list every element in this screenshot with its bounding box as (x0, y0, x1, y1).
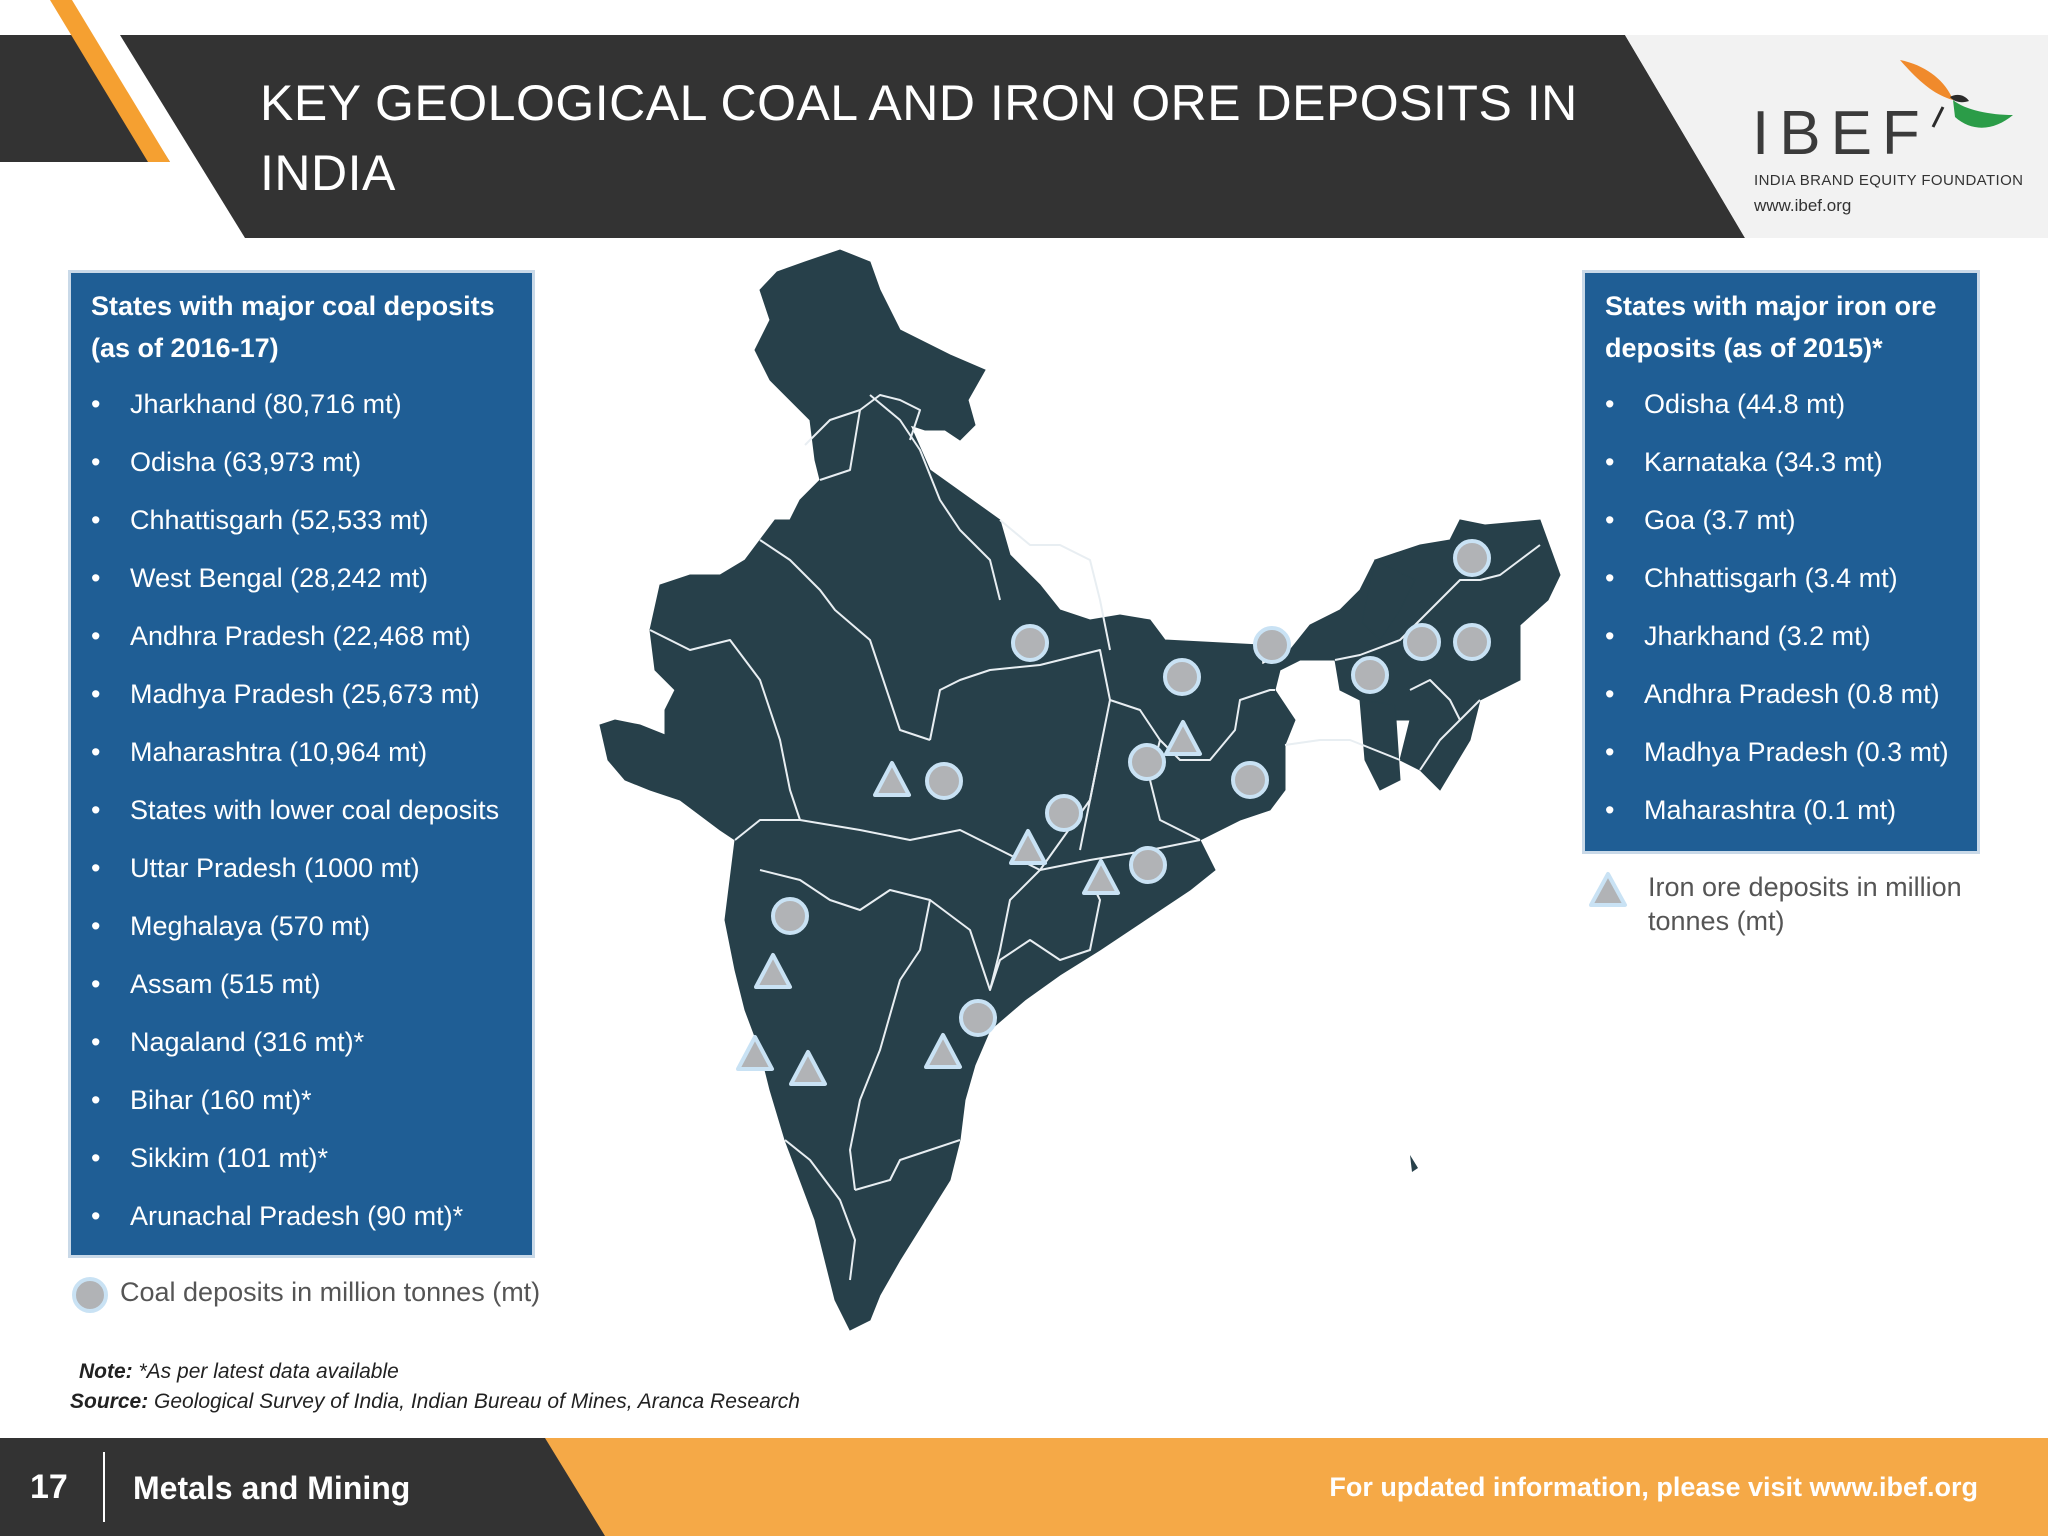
bullet: • (91, 1085, 101, 1115)
logo-subtitle: INDIA BRAND EQUITY FOUNDATION (1754, 172, 2024, 189)
bullet: • (91, 1027, 101, 1057)
bullet: • (91, 621, 101, 651)
bullet: • (91, 679, 101, 709)
list-item: • West Bengal (28,242 mt) (91, 549, 499, 607)
list-item: • Uttar Pradesh (1000 mt) (91, 839, 499, 897)
coal-marker-icon (72, 1277, 108, 1313)
bullet: • (91, 1201, 101, 1231)
bullet: • (1605, 679, 1615, 709)
coal-deposits-panel: States with major coal deposits (as of 2… (68, 270, 535, 1258)
iron-legend-label: Iron ore deposits in million tonnes (mt) (1648, 872, 1962, 936)
bullet: • (1605, 795, 1615, 825)
list-item: • Andhra Pradesh (22,468 mt) (91, 607, 499, 665)
list-item: • Assam (515 mt) (91, 955, 499, 1013)
bullet: • (1605, 505, 1615, 535)
list-item: • Odisha (44.8 mt) (1605, 375, 1949, 433)
bullet: • (91, 795, 101, 825)
coal-list: • Jharkhand (80,716 mt) • Odisha (63,973 m… (91, 375, 499, 1245)
coal-panel-heading: States with major coal deposits (as of 2… (91, 291, 495, 363)
bullet: • (1605, 447, 1615, 477)
list-item: • Sikkim (101 mt)* (91, 1129, 499, 1187)
list-item: • Maharashtra (0.1 mt) (1605, 781, 1949, 839)
bullet: • (91, 505, 101, 535)
list-item: • Arunachal Pradesh (90 mt)* (91, 1187, 499, 1245)
bullet: • (91, 853, 101, 883)
page-title: KEY GEOLOGICAL COAL AND IRON ORE DEPOSIT… (260, 75, 1578, 201)
coal-legend-label: Coal deposits in million tonnes (mt) (120, 1277, 541, 1307)
bullet: • (91, 563, 101, 593)
bird-logo-icon (1900, 60, 2013, 128)
list-item: • Madhya Pradesh (25,673 mt) (91, 665, 499, 723)
footer-bar (0, 1438, 2048, 1536)
list-item: • Chhattisgarh (52,533 mt) (91, 491, 499, 549)
bullet: • (1605, 389, 1615, 419)
note-text: Note: *As per latest data available (79, 1360, 399, 1383)
list-item: • Odisha (63,973 mt) (91, 433, 499, 491)
iron-markers (736, 720, 1202, 1086)
bullet: • (91, 911, 101, 941)
iron-list: • Odisha (44.8 mt) • Karnataka (34.3 mt) •… (1605, 375, 1949, 839)
list-item: • Jharkhand (3.2 mt) (1605, 607, 1949, 665)
logo-url[interactable]: www.ibef.org (1754, 196, 1852, 215)
bullet: • (1605, 737, 1615, 767)
bullet: • (1605, 621, 1615, 651)
list-item: • Goa (3.7 mt) (1605, 491, 1949, 549)
bullet: • (91, 737, 101, 767)
footer-visit-link[interactable]: For updated information, please visit ww… (1329, 1472, 1978, 1502)
list-item: • Jharkhand (80,716 mt) (91, 375, 499, 433)
bullet: • (91, 1143, 101, 1173)
list-item: • Karnataka (34.3 mt) (1605, 433, 1949, 491)
bullet: • (1605, 563, 1615, 593)
list-item: • Nagaland (316 mt)* (91, 1013, 499, 1071)
coal-markers (771, 539, 1491, 1037)
india-map-icon (599, 249, 1561, 1331)
list-item: • Andhra Pradesh (0.8 mt) (1605, 665, 1949, 723)
section-title: Metals and Mining (133, 1470, 411, 1506)
bullet: • (91, 969, 101, 999)
iron-ore-deposits-panel: States with major iron ore deposits (as … (1582, 270, 1980, 854)
list-item: • Meghalaya (570 mt) (91, 897, 499, 955)
iron-panel-heading: States with major iron ore deposits (as … (1605, 291, 1937, 363)
list-item: • Madhya Pradesh (0.3 mt) (1605, 723, 1949, 781)
list-item: • Maharashtra (10,964 mt) (91, 723, 499, 781)
list-item: • Chhattisgarh (3.4 mt) (1605, 549, 1949, 607)
source-text: Source: Geological Survey of India, Indi… (70, 1390, 800, 1413)
page-number: 17 (30, 1468, 68, 1506)
bullet: • (91, 389, 101, 419)
list-item: • Bihar (160 mt)* (91, 1071, 499, 1129)
iron-marker-icon (1589, 872, 1627, 907)
header-banner (0, 0, 2048, 238)
list-item: • States with lower coal deposits (91, 781, 499, 839)
logo-wordmark: IBEF (1752, 99, 1930, 168)
bullet: • (91, 447, 101, 477)
